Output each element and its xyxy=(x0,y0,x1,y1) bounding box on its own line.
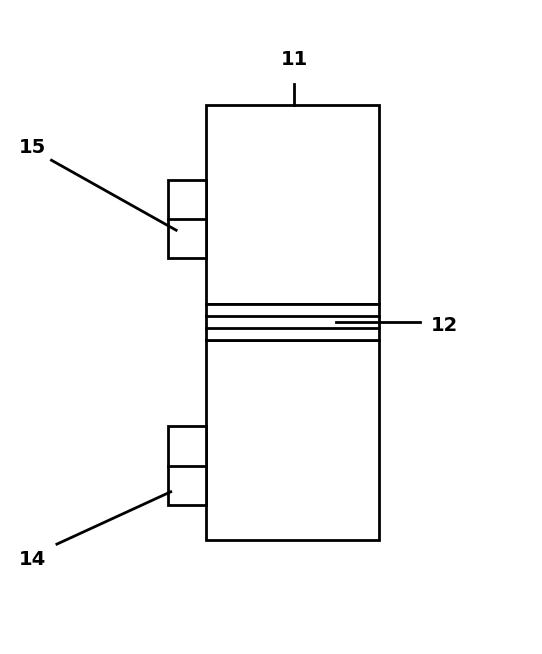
Text: 15: 15 xyxy=(19,137,46,157)
Bar xyxy=(206,340,379,540)
Bar xyxy=(206,105,379,304)
Text: 14: 14 xyxy=(19,549,46,569)
Bar xyxy=(168,426,206,505)
Text: 12: 12 xyxy=(431,315,458,335)
Bar xyxy=(168,180,206,258)
Bar xyxy=(206,304,379,340)
Text: 11: 11 xyxy=(281,50,308,69)
